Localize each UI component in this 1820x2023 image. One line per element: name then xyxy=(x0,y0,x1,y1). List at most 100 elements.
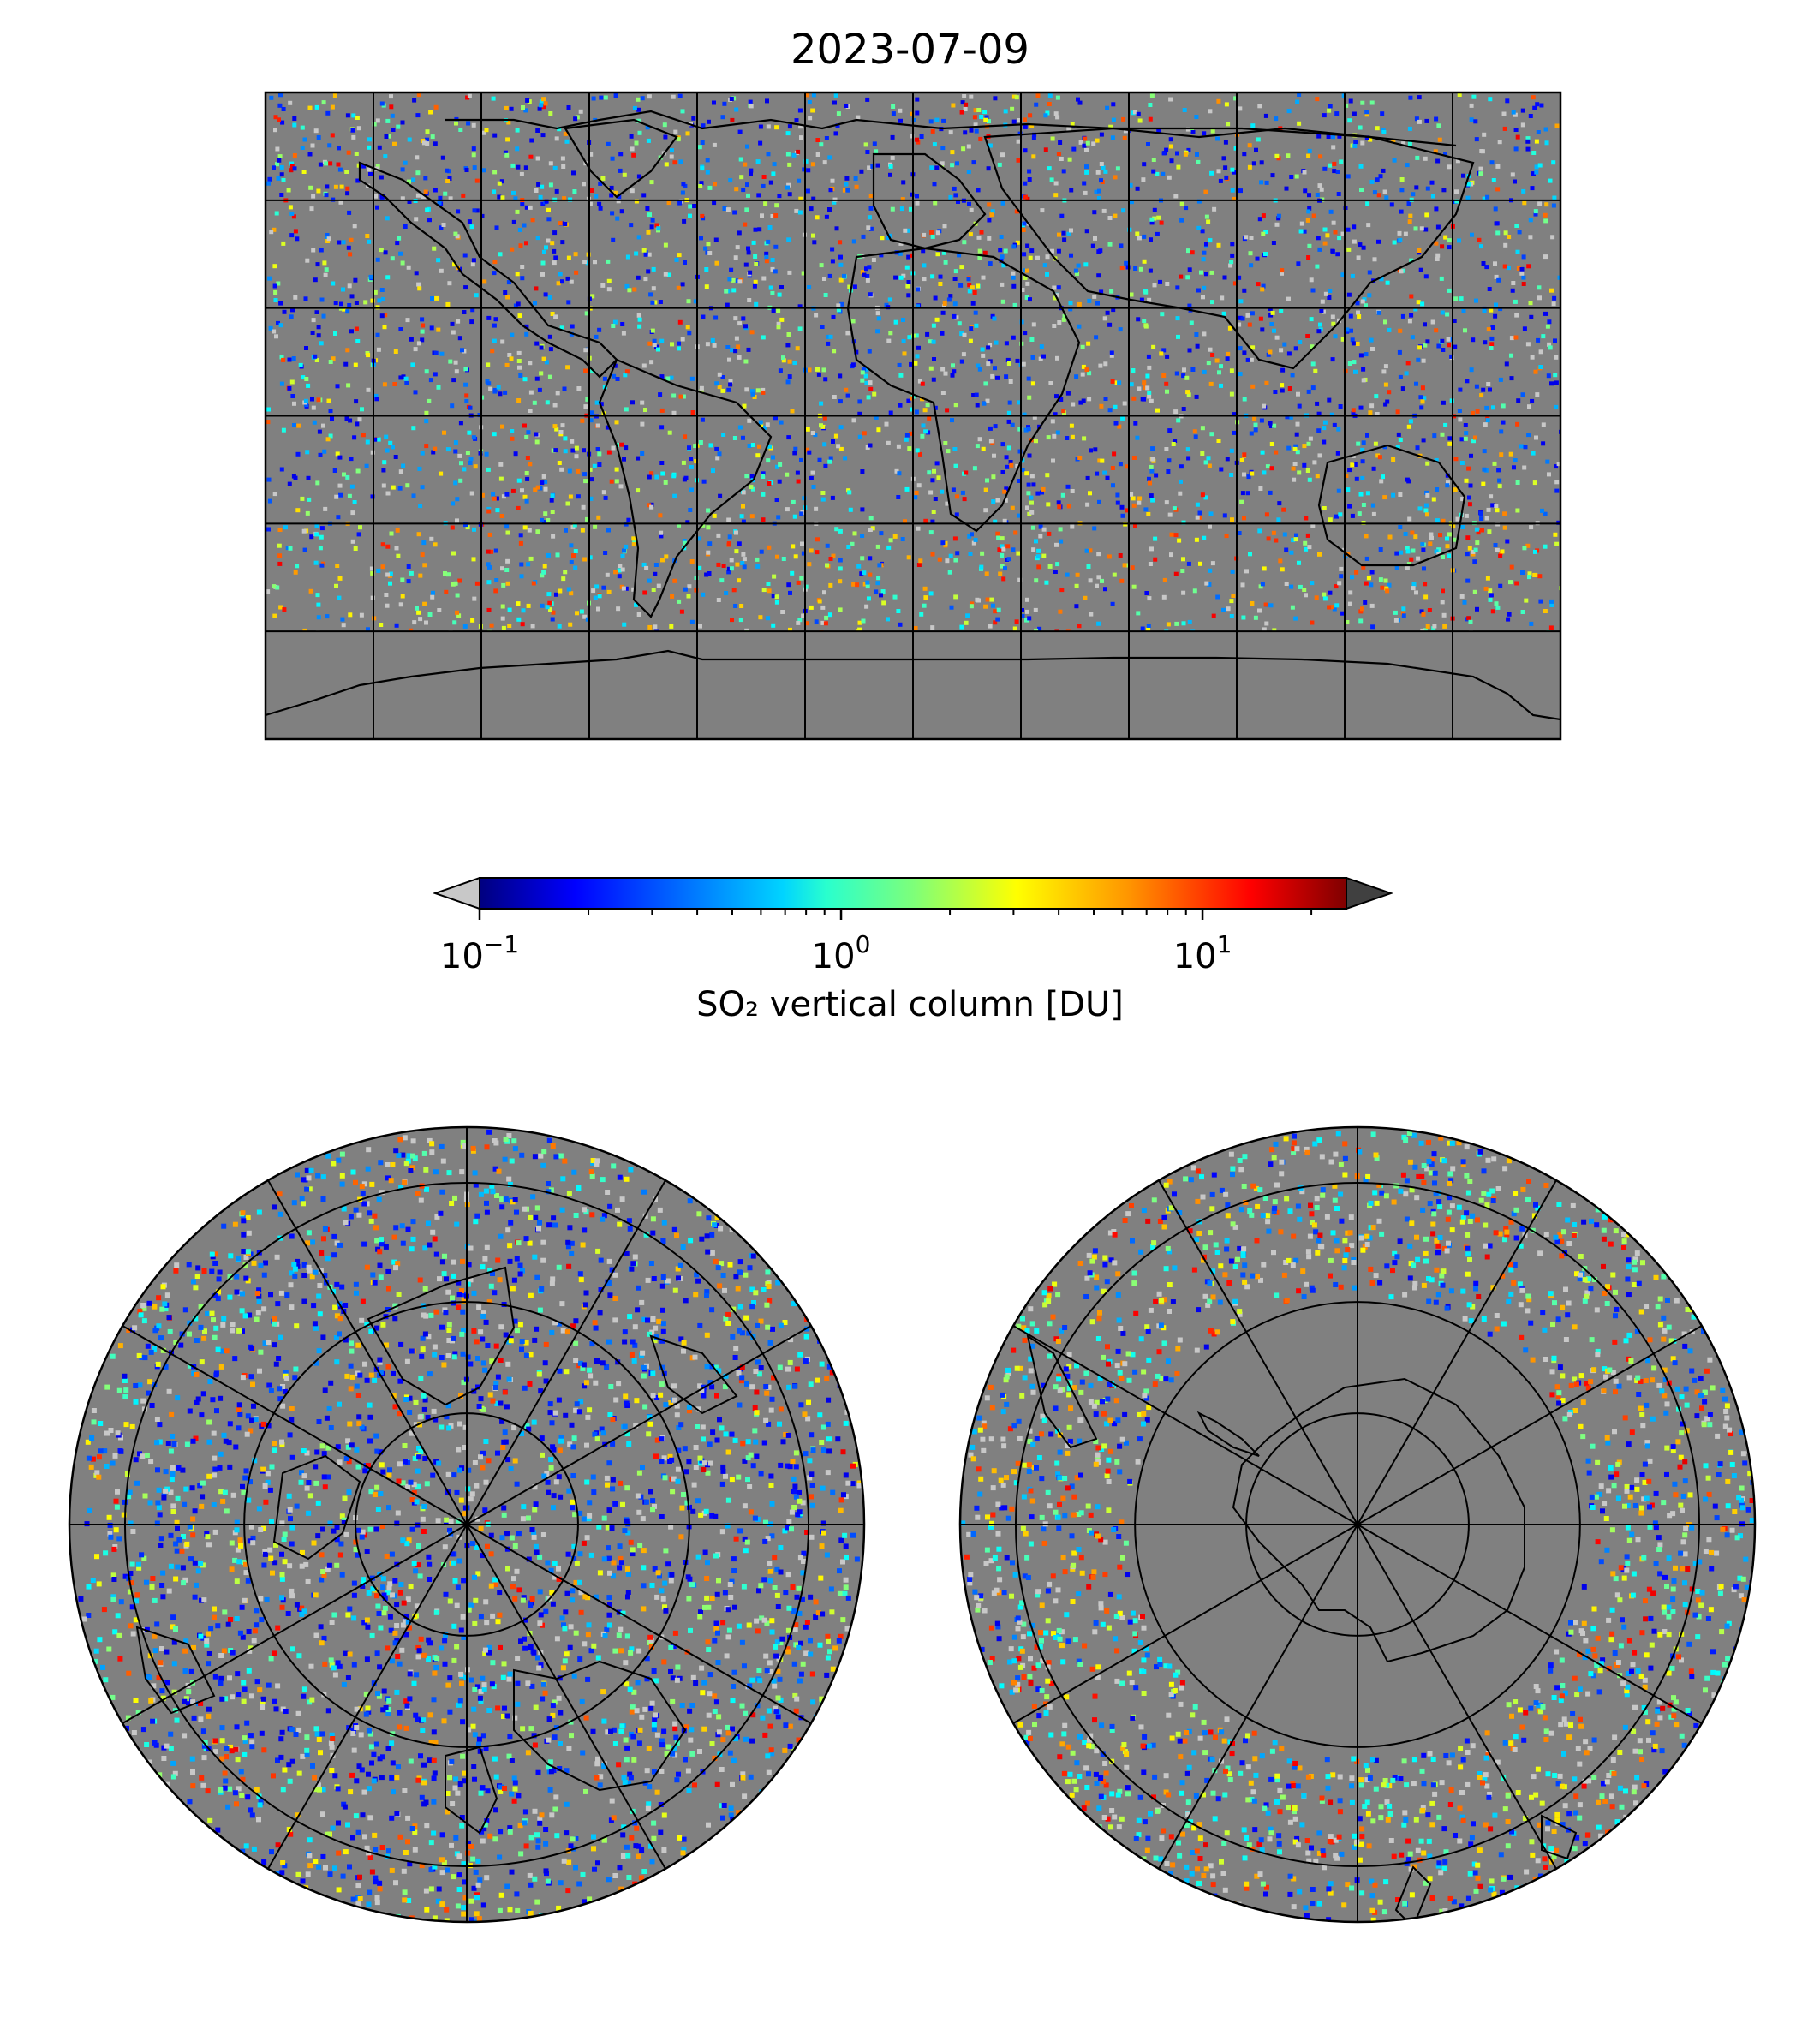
so2-pixel xyxy=(815,1610,821,1616)
so2-pixel xyxy=(1529,314,1534,319)
so2-pixel xyxy=(1136,317,1141,322)
so2-pixel xyxy=(588,467,593,472)
so2-pixel xyxy=(1204,214,1209,219)
so2-pixel xyxy=(641,1316,647,1322)
so2-pixel xyxy=(777,479,782,484)
so2-pixel xyxy=(840,1617,846,1623)
so2-pixel xyxy=(418,504,423,509)
so2-pixel xyxy=(145,1343,151,1349)
so2-pixel xyxy=(974,392,979,397)
so2-pixel xyxy=(809,548,814,553)
so2-pixel xyxy=(374,1593,379,1599)
so2-pixel xyxy=(809,206,814,212)
so2-pixel xyxy=(1160,312,1165,317)
so2-pixel xyxy=(598,206,603,211)
so2-pixel xyxy=(1398,237,1403,242)
so2-pixel xyxy=(669,624,674,629)
so2-pixel xyxy=(1055,430,1060,435)
so2-pixel xyxy=(1242,452,1247,457)
so2-pixel xyxy=(417,286,422,291)
so2-pixel xyxy=(1136,111,1141,116)
so2-pixel xyxy=(1303,188,1308,194)
so2-pixel xyxy=(278,301,283,306)
so2-pixel xyxy=(637,317,642,322)
greenland-coast xyxy=(564,118,678,199)
so2-pixel xyxy=(1413,534,1418,540)
so2-pixel xyxy=(678,159,683,164)
so2-pixel xyxy=(496,385,501,390)
so2-pixel xyxy=(1179,218,1184,223)
so2-pixel xyxy=(439,1355,445,1360)
so2-pixel xyxy=(471,1885,477,1891)
so2-pixel xyxy=(822,160,827,165)
so2-pixel xyxy=(550,493,555,498)
so2-pixel xyxy=(551,1215,557,1221)
so2-pixel xyxy=(300,496,305,501)
so2-pixel xyxy=(305,258,310,263)
so2-pixel xyxy=(835,123,840,128)
so2-pixel xyxy=(279,164,284,170)
so2-pixel xyxy=(320,1811,325,1817)
so2-pixel xyxy=(1344,474,1349,478)
so2-pixel xyxy=(711,468,715,474)
so2-pixel xyxy=(733,349,738,354)
so2-pixel xyxy=(1232,412,1237,417)
so2-pixel xyxy=(1223,140,1228,145)
so2-pixel xyxy=(929,165,934,170)
so2-pixel xyxy=(276,176,281,181)
so2-pixel xyxy=(1383,402,1388,407)
so2-pixel xyxy=(526,430,531,435)
so2-pixel xyxy=(345,113,350,118)
so2-pixel xyxy=(898,622,903,627)
so2-pixel xyxy=(1352,239,1357,244)
so2-pixel xyxy=(1489,160,1495,165)
so2-pixel xyxy=(852,284,857,289)
so2-pixel xyxy=(1364,556,1369,561)
so2-pixel xyxy=(111,1577,117,1582)
so2-pixel xyxy=(845,331,850,336)
so2-pixel xyxy=(1293,346,1298,351)
so2-pixel xyxy=(1358,164,1364,169)
so2-pixel xyxy=(1554,541,1560,546)
so2-pixel xyxy=(1000,553,1005,558)
so2-pixel xyxy=(1151,158,1156,162)
so2-pixel xyxy=(1003,566,1007,571)
so2-pixel xyxy=(1465,578,1471,583)
so2-pixel xyxy=(1394,551,1399,556)
so2-pixel xyxy=(332,1773,338,1779)
so2-pixel xyxy=(1464,513,1469,518)
so2-pixel xyxy=(888,172,892,177)
so2-pixel xyxy=(930,234,935,239)
so2-pixel xyxy=(983,508,988,513)
so2-pixel xyxy=(605,1525,611,1531)
so2-pixel xyxy=(1489,307,1494,313)
so2-pixel xyxy=(1185,390,1190,395)
so2-pixel xyxy=(815,550,820,555)
so2-pixel xyxy=(710,1429,716,1435)
so2-pixel xyxy=(1438,533,1442,538)
so2-pixel xyxy=(1353,369,1358,374)
so2-pixel xyxy=(1326,134,1331,139)
so2-pixel xyxy=(704,284,709,289)
so2-pixel xyxy=(1256,137,1261,142)
so2-pixel xyxy=(1186,147,1191,152)
so2-pixel xyxy=(827,459,832,464)
so2-pixel xyxy=(1247,143,1252,148)
so2-pixel xyxy=(1296,261,1301,266)
so2-pixel xyxy=(1309,277,1314,283)
so2-pixel xyxy=(1346,487,1351,492)
so2-pixel xyxy=(822,277,826,281)
so2-pixel xyxy=(1043,147,1048,152)
so2-pixel xyxy=(1196,159,1201,164)
so2-pixel xyxy=(451,1472,457,1478)
so2-pixel xyxy=(700,1690,706,1696)
so2-pixel xyxy=(695,1406,701,1412)
so2-pixel xyxy=(504,568,510,572)
so2-pixel xyxy=(501,494,506,499)
so2-pixel xyxy=(304,346,308,350)
so2-pixel xyxy=(1400,386,1405,391)
so2-pixel xyxy=(967,289,972,294)
so2-pixel xyxy=(967,534,972,539)
so2-pixel xyxy=(360,1191,366,1196)
so2-pixel xyxy=(1084,170,1089,175)
